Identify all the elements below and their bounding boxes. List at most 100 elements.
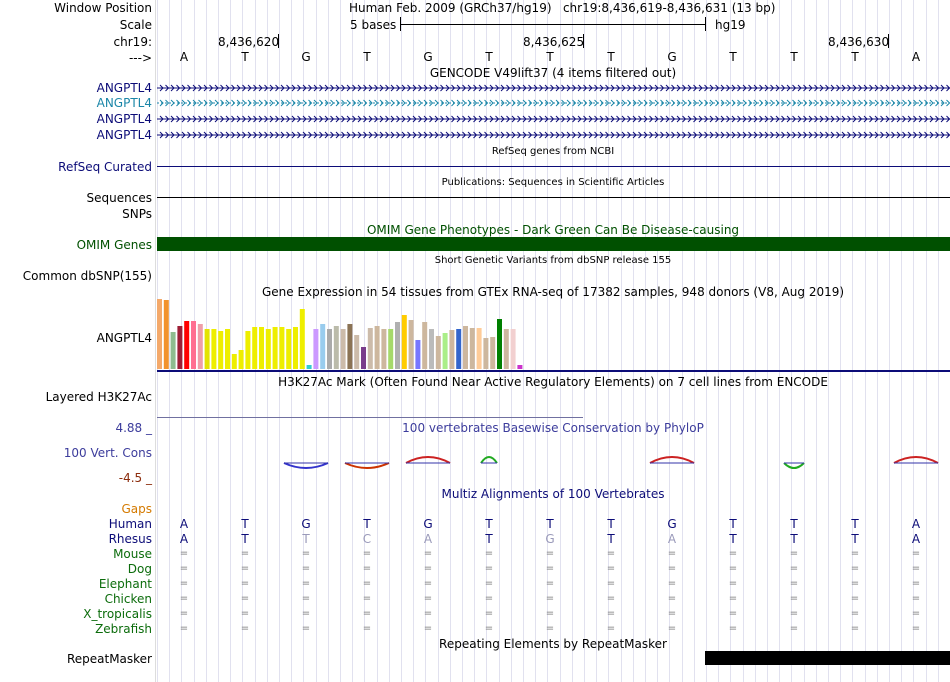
- strand-chevron: [896, 84, 901, 92]
- strand-chevron: [720, 131, 725, 139]
- strand-chevron: [858, 84, 863, 92]
- snps-label[interactable]: SNPs: [122, 207, 152, 221]
- omim-phenotype-bar[interactable]: [157, 237, 950, 251]
- strand-chevron: [566, 115, 571, 123]
- strand-chevron: [407, 99, 412, 107]
- gtex-tissue-bar: [367, 328, 373, 369]
- strand-chevron: [517, 84, 522, 92]
- strand-chevron: [764, 115, 769, 123]
- alignment-base: =: [240, 578, 250, 589]
- guide-line: [669, 0, 670, 682]
- phylop-conservation-plot[interactable]: [157, 445, 950, 485]
- alignment-base: =: [484, 623, 494, 634]
- gtex-tissue-bar: [211, 329, 217, 369]
- species-label[interactable]: Zebrafish: [95, 622, 152, 636]
- alignment-base: =: [301, 578, 311, 589]
- strand-chevron: [643, 131, 648, 139]
- strand-chevron: [682, 99, 687, 107]
- strand-chevron: [363, 84, 368, 92]
- strand-chevron: [225, 84, 230, 92]
- gtex-tissue-bar: [401, 315, 407, 369]
- publications-line[interactable]: [157, 197, 950, 198]
- strand-chevron: [902, 84, 907, 92]
- strand-chevron: [654, 84, 659, 92]
- strand-chevron: [825, 131, 830, 139]
- strand-chevron: [418, 115, 423, 123]
- strand-chevron: [632, 115, 637, 123]
- gencode-gene-models[interactable]: [157, 80, 950, 150]
- strand-chevron: [198, 115, 203, 123]
- gaps-label[interactable]: Gaps: [121, 502, 152, 516]
- guide-line: [572, 0, 573, 682]
- strand-chevron: [550, 99, 555, 107]
- strand-chevron: [401, 115, 406, 123]
- gtex-label[interactable]: ANGPTL4: [96, 331, 152, 345]
- gtex-tissue-bar: [163, 300, 169, 369]
- strand-chevron: [462, 99, 467, 107]
- strand-chevron: [610, 131, 615, 139]
- strand-chevron: [528, 99, 533, 107]
- strand-chevron: [907, 115, 912, 123]
- strand-chevron: [500, 115, 505, 123]
- strand-chevron: [594, 99, 599, 107]
- strand-chevron: [830, 131, 835, 139]
- alignment-base: =: [301, 593, 311, 604]
- h3k27ac-signal[interactable]: [157, 417, 583, 418]
- guide-line: [840, 0, 841, 682]
- refseq-label[interactable]: RefSeq Curated: [58, 160, 152, 174]
- repeatmasker-label[interactable]: RepeatMasker: [66, 652, 152, 666]
- strand-chevron: [319, 99, 324, 107]
- alignment-base: =: [240, 623, 250, 634]
- strand-chevron: [918, 115, 923, 123]
- strand-chevron: [748, 84, 753, 92]
- omim-label[interactable]: OMIM Genes: [76, 238, 152, 252]
- gencode-label-3[interactable]: ANGPTL4: [96, 112, 152, 126]
- strand-chevron: [368, 131, 373, 139]
- strand-chevron: [632, 84, 637, 92]
- strand-chevron: [275, 131, 280, 139]
- alignment-base: =: [789, 563, 799, 574]
- h3k27ac-label[interactable]: Layered H3K27Ac: [45, 390, 152, 404]
- gtex-tissue-bar: [463, 326, 468, 369]
- strand-chevron: [770, 131, 775, 139]
- gencode-label-4[interactable]: ANGPTL4: [96, 128, 152, 142]
- strand-chevron: [852, 99, 857, 107]
- gtex-tissue-bar: [415, 340, 421, 369]
- gencode-label-2[interactable]: ANGPTL4: [96, 96, 152, 110]
- gtex-tissue-bar: [320, 324, 326, 369]
- refseq-gene-line[interactable]: [157, 166, 950, 167]
- alignment-base: T: [729, 532, 737, 546]
- strand-chevron: [764, 84, 769, 92]
- gencode-label-1[interactable]: ANGPTL4: [96, 81, 152, 95]
- repeat-element-bar[interactable]: [705, 651, 950, 665]
- species-label[interactable]: Human: [108, 517, 152, 531]
- strand-chevron: [253, 115, 258, 123]
- strand-chevron: [484, 84, 489, 92]
- strand-chevron: [940, 115, 945, 123]
- strand-chevron: [715, 99, 720, 107]
- species-label[interactable]: Mouse: [113, 547, 152, 561]
- strand-chevron: [874, 115, 879, 123]
- strand-chevron: [544, 99, 549, 107]
- strand-chevron: [709, 131, 714, 139]
- gtex-tissue-bar: [272, 327, 278, 369]
- strand-chevron: [412, 84, 417, 92]
- strand-chevron: [308, 115, 313, 123]
- dbsnp-label[interactable]: Common dbSNP(155): [22, 269, 152, 283]
- gtex-bar-chart[interactable]: [156, 299, 536, 372]
- phylop-label[interactable]: 100 Vert. Cons: [63, 446, 152, 460]
- alignment-base: =: [667, 593, 677, 604]
- strand-chevron: [902, 115, 907, 123]
- alignment-base: =: [606, 608, 616, 619]
- species-label[interactable]: Chicken: [104, 592, 152, 606]
- strand-chevron: [676, 131, 681, 139]
- species-label[interactable]: Dog: [127, 562, 152, 576]
- species-label[interactable]: X_tropicalis: [83, 607, 152, 621]
- publications-label[interactable]: Sequences: [86, 191, 152, 205]
- species-label[interactable]: Rhesus: [108, 532, 152, 546]
- guide-line: [743, 0, 744, 682]
- strand-chevron: [247, 115, 252, 123]
- strand-chevron: [682, 115, 687, 123]
- species-label[interactable]: Elephant: [98, 577, 152, 591]
